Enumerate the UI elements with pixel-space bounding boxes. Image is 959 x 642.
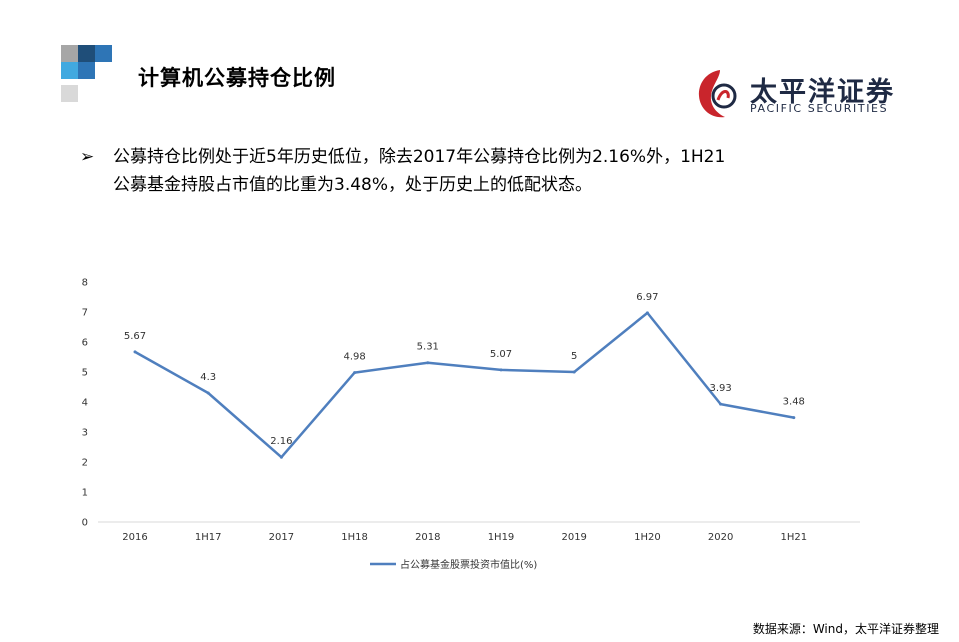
data-labels: 5.67 4.3 2.16 4.98 5.31 5.07 5 6.97 3.93 3.48 bbox=[124, 292, 805, 447]
data-point bbox=[572, 370, 576, 374]
x-tick-label: 1H18 bbox=[341, 532, 368, 543]
data-label: 4.3 bbox=[200, 372, 216, 383]
deco-square bbox=[78, 45, 95, 62]
holding-ratio-line-chart: 0 1 2 3 4 5 6 7 8 2016 1H17 2017 1H18 2018 1H19 2019 1H… bbox=[82, 278, 860, 571]
data-source-note: 数据来源：Wind，太平洋证券整理 bbox=[752, 622, 939, 636]
data-point bbox=[792, 416, 796, 420]
bullet-line-1: 公募持仓比例处于近5年历史低位，除去2017年公募持仓比例为2.16%外，1H2… bbox=[113, 147, 726, 167]
y-axis-ticks: 0 1 2 3 4 5 6 7 8 bbox=[82, 278, 88, 529]
data-label: 3.48 bbox=[783, 397, 805, 408]
y-tick-label: 4 bbox=[82, 398, 88, 409]
logo-cn-text: 太平洋证券 bbox=[750, 77, 895, 108]
x-tick-label: 1H19 bbox=[488, 532, 515, 543]
bullet-arrow-icon: ➢ bbox=[80, 147, 95, 167]
x-axis-ticks: 2016 1H17 2017 1H18 2018 1H19 2019 1H20 2020 1H21 bbox=[122, 532, 807, 543]
x-tick-label: 1H20 bbox=[634, 532, 661, 543]
x-tick-label: 1H21 bbox=[780, 532, 807, 543]
deco-square bbox=[61, 62, 78, 79]
data-point bbox=[279, 455, 283, 459]
data-point bbox=[499, 368, 503, 372]
data-label: 4.98 bbox=[343, 352, 365, 363]
y-tick-label: 7 bbox=[82, 308, 88, 319]
deco-square bbox=[95, 45, 112, 62]
company-logo: 太平洋证券 PACIFIC SECURITIES bbox=[694, 66, 924, 126]
data-label: 5 bbox=[571, 351, 577, 362]
bullet-line-2: 公募基金持股占市值的比重为3.48%，处于历史上的低配状态。 bbox=[113, 175, 593, 195]
y-tick-label: 2 bbox=[82, 458, 88, 469]
deco-square bbox=[78, 62, 95, 79]
y-tick-label: 5 bbox=[82, 368, 88, 379]
series-points bbox=[133, 311, 796, 459]
y-tick-label: 1 bbox=[82, 488, 88, 499]
x-tick-label: 2018 bbox=[415, 532, 440, 543]
x-tick-label: 1H17 bbox=[195, 532, 222, 543]
logo-en-text: PACIFIC SECURITIES bbox=[750, 102, 889, 115]
deco-square bbox=[61, 85, 78, 102]
data-label: 6.97 bbox=[636, 292, 658, 303]
data-label: 5.07 bbox=[490, 349, 512, 360]
data-point bbox=[426, 361, 430, 365]
y-tick-label: 8 bbox=[82, 278, 88, 289]
y-tick-label: 0 bbox=[82, 518, 88, 529]
legend-label: 占公募基金股票投资市值比(%) bbox=[400, 558, 537, 571]
x-tick-label: 2020 bbox=[708, 532, 733, 543]
data-point bbox=[206, 391, 210, 395]
deco-square bbox=[61, 45, 78, 62]
page-title: 计算机公募持仓比例 bbox=[138, 66, 336, 90]
data-point bbox=[353, 371, 357, 375]
x-tick-label: 2017 bbox=[269, 532, 294, 543]
data-point bbox=[645, 311, 649, 315]
x-tick-label: 2019 bbox=[561, 532, 586, 543]
y-tick-label: 6 bbox=[82, 338, 88, 349]
logo-mark-icon bbox=[698, 70, 737, 118]
data-label: 5.31 bbox=[417, 342, 439, 353]
data-label: 3.93 bbox=[709, 383, 731, 394]
data-label: 5.67 bbox=[124, 331, 146, 342]
legend: 占公募基金股票投资市值比(%) bbox=[370, 558, 537, 571]
data-point bbox=[719, 402, 723, 406]
x-tick-label: 2016 bbox=[122, 532, 147, 543]
data-label: 2.16 bbox=[270, 436, 292, 447]
series-line bbox=[134, 311, 795, 459]
y-tick-label: 3 bbox=[82, 428, 88, 439]
data-point bbox=[133, 350, 137, 354]
